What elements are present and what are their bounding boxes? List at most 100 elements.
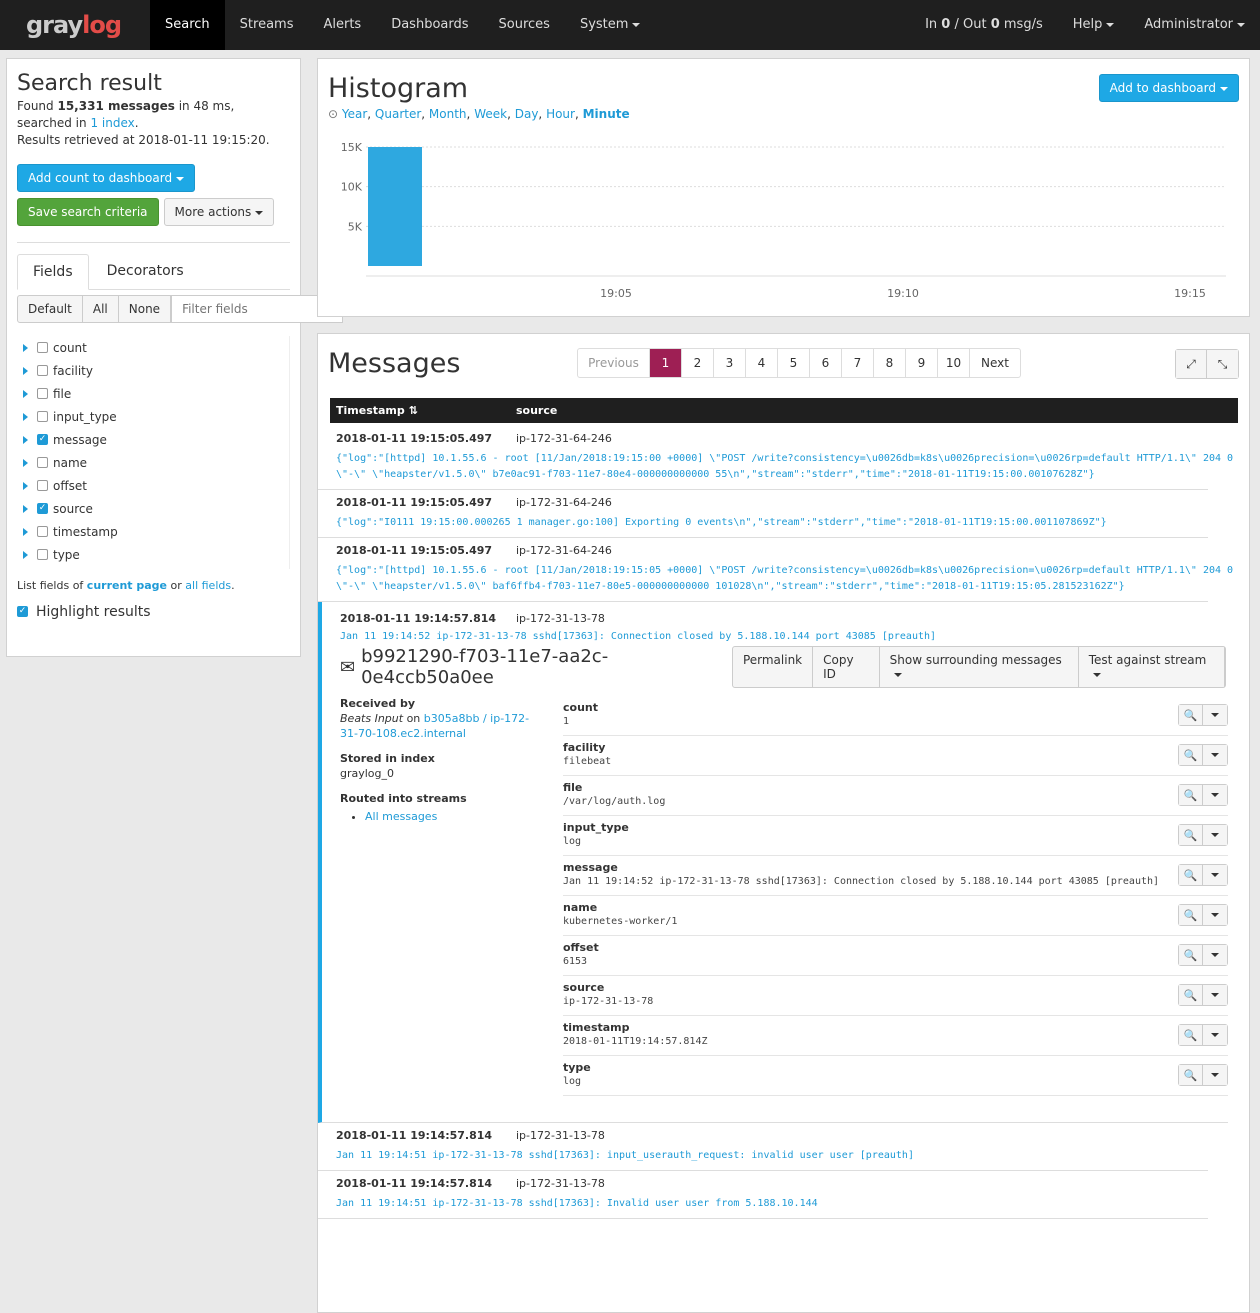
- save-search-button[interactable]: Save search criteria: [17, 198, 159, 226]
- field-checkbox[interactable]: [37, 457, 48, 468]
- field-item[interactable]: ✓ source: [17, 497, 289, 520]
- field-checkbox[interactable]: [37, 549, 48, 560]
- zoom-in-icon[interactable]: 🔍: [1179, 985, 1203, 1005]
- field-actions-dropdown[interactable]: [1203, 1065, 1227, 1085]
- page-2-button[interactable]: 2: [682, 349, 714, 377]
- message-row[interactable]: 2018-01-11 19:15:05.497 ip-172-31-64-246 {…: [318, 490, 1208, 538]
- node-link[interactable]: b305a8bb / ip-172-31-70-108.ec2.internal: [340, 712, 530, 740]
- resolution-minute[interactable]: Minute: [582, 107, 630, 121]
- page-6-button[interactable]: 6: [810, 349, 842, 377]
- filter-all-button[interactable]: All: [83, 296, 119, 322]
- expand-triangle-icon[interactable]: [23, 504, 28, 513]
- field-checkbox[interactable]: ✓: [37, 503, 48, 514]
- page-9-button[interactable]: 9: [906, 349, 938, 377]
- field-item[interactable]: ✓ message: [17, 428, 289, 451]
- expand-triangle-icon[interactable]: [23, 458, 28, 467]
- field-item[interactable]: file: [17, 382, 289, 405]
- field-checkbox[interactable]: ✓: [37, 434, 48, 445]
- expand-triangle-icon[interactable]: [23, 550, 28, 559]
- add-to-dashboard-button[interactable]: Add to dashboard: [1098, 74, 1239, 102]
- field-actions-dropdown[interactable]: [1203, 825, 1227, 845]
- copy-id-button[interactable]: Copy ID: [813, 647, 880, 687]
- user-menu[interactable]: Administrator: [1129, 0, 1260, 50]
- field-item[interactable]: timestamp: [17, 520, 289, 543]
- expand-icon[interactable]: ⤢: [1176, 350, 1207, 378]
- test-against-stream-button[interactable]: Test against stream: [1079, 647, 1225, 687]
- resolution-hour[interactable]: Hour: [546, 107, 575, 121]
- field-checkbox[interactable]: [37, 365, 48, 376]
- resolution-week[interactable]: Week: [474, 107, 508, 121]
- zoom-in-icon[interactable]: 🔍: [1179, 745, 1203, 765]
- expand-triangle-icon[interactable]: [23, 389, 28, 398]
- permalink-button[interactable]: Permalink: [733, 647, 814, 687]
- tab-decorators[interactable]: Decorators: [106, 263, 184, 279]
- filter-none-button[interactable]: None: [119, 296, 172, 322]
- zoom-in-icon[interactable]: 🔍: [1179, 905, 1203, 925]
- nav-alerts[interactable]: Alerts: [308, 0, 376, 50]
- column-timestamp[interactable]: Timestamp ⇅: [336, 404, 418, 417]
- zoom-in-icon[interactable]: 🔍: [1179, 865, 1203, 885]
- field-checkbox[interactable]: [37, 526, 48, 537]
- add-count-to-dashboard-button[interactable]: Add count to dashboard: [17, 164, 196, 192]
- field-checkbox[interactable]: [37, 342, 48, 353]
- nav-system[interactable]: System: [565, 0, 655, 50]
- zoom-in-icon[interactable]: 🔍: [1179, 705, 1203, 725]
- zoom-in-icon[interactable]: 🔍: [1179, 945, 1203, 965]
- expand-triangle-icon[interactable]: [23, 366, 28, 375]
- field-checkbox[interactable]: [37, 411, 48, 422]
- tab-fields[interactable]: Fields: [17, 254, 89, 290]
- page-5-button[interactable]: 5: [778, 349, 810, 377]
- page-4-button[interactable]: 4: [746, 349, 778, 377]
- page-8-button[interactable]: 8: [874, 349, 906, 377]
- field-actions-dropdown[interactable]: [1203, 785, 1227, 805]
- field-item[interactable]: type: [17, 543, 289, 566]
- field-item[interactable]: name: [17, 451, 289, 474]
- field-item[interactable]: offset: [17, 474, 289, 497]
- field-actions-dropdown[interactable]: [1203, 905, 1227, 925]
- stream-link[interactable]: All messages: [365, 810, 438, 823]
- page-1-button[interactable]: 1: [650, 349, 682, 377]
- all-fields-link[interactable]: all fields: [185, 579, 232, 592]
- more-actions-button[interactable]: More actions: [163, 198, 275, 226]
- collapse-icon[interactable]: ⤡: [1207, 350, 1238, 378]
- message-row[interactable]: 2018-01-11 19:14:57.814 ip-172-31-13-78 Ja…: [318, 1171, 1208, 1219]
- expand-triangle-icon[interactable]: [23, 481, 28, 490]
- current-page-link[interactable]: current page: [86, 579, 168, 592]
- field-actions-dropdown[interactable]: [1203, 1025, 1227, 1045]
- zoom-in-icon[interactable]: 🔍: [1179, 1025, 1203, 1045]
- expand-triangle-icon[interactable]: [23, 412, 28, 421]
- field-actions-dropdown[interactable]: [1203, 705, 1227, 725]
- expand-triangle-icon[interactable]: [23, 343, 28, 352]
- column-source[interactable]: source: [516, 404, 558, 417]
- resolution-quarter[interactable]: Quarter: [374, 107, 422, 121]
- resolution-year[interactable]: Year: [341, 107, 368, 121]
- message-row[interactable]: 2018-01-11 19:14:57.814 ip-172-31-13-78 Ja…: [318, 1123, 1208, 1171]
- field-item[interactable]: input_type: [17, 405, 289, 428]
- nav-dashboards[interactable]: Dashboards: [376, 0, 483, 50]
- field-actions-dropdown[interactable]: [1203, 745, 1227, 765]
- help-menu[interactable]: Help: [1058, 0, 1130, 50]
- expand-triangle-icon[interactable]: [23, 435, 28, 444]
- field-actions-dropdown[interactable]: [1203, 945, 1227, 965]
- field-checkbox[interactable]: [37, 388, 48, 399]
- next-page-button[interactable]: Next: [981, 356, 1009, 370]
- field-actions-dropdown[interactable]: [1203, 985, 1227, 1005]
- nav-sources[interactable]: Sources: [484, 0, 565, 50]
- histogram-bar[interactable]: [368, 147, 422, 266]
- index-link[interactable]: 1 index: [90, 116, 135, 130]
- nav-streams[interactable]: Streams: [225, 0, 309, 50]
- message-row[interactable]: 2018-01-11 19:15:05.497 ip-172-31-64-246 {…: [318, 538, 1233, 602]
- resolution-month[interactable]: Month: [428, 107, 467, 121]
- field-checkbox[interactable]: [37, 480, 48, 491]
- zoom-in-icon[interactable]: 🔍: [1179, 1065, 1203, 1085]
- page-7-button[interactable]: 7: [842, 349, 874, 377]
- page-3-button[interactable]: 3: [714, 349, 746, 377]
- nav-search[interactable]: Search: [150, 0, 225, 50]
- field-actions-dropdown[interactable]: [1203, 865, 1227, 885]
- previous-page-button[interactable]: Previous: [578, 349, 650, 377]
- field-item[interactable]: facility: [17, 359, 289, 382]
- resolution-day[interactable]: Day: [514, 107, 539, 121]
- filter-fields-input[interactable]: [172, 295, 344, 323]
- zoom-in-icon[interactable]: 🔍: [1179, 825, 1203, 845]
- show-surrounding-messages-button[interactable]: Show surrounding messages: [880, 647, 1079, 687]
